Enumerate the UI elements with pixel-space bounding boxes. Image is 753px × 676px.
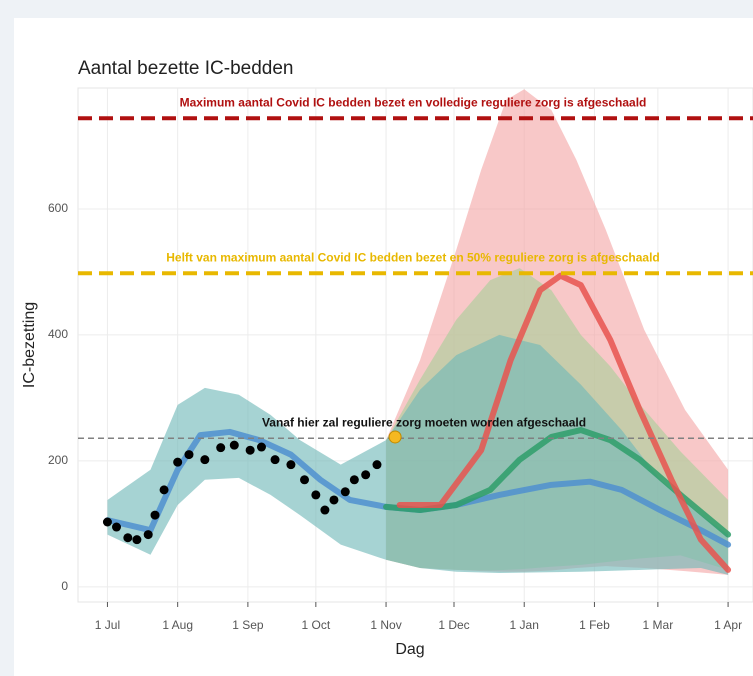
x-tick-label: 1 Oct <box>301 618 330 632</box>
observed-point <box>132 535 142 545</box>
observed-point <box>372 460 382 470</box>
observed-point <box>150 510 160 520</box>
x-tick-label: 1 Aug <box>162 618 193 632</box>
x-axis-label: Dag <box>395 641 424 658</box>
y-tick-label: 0 <box>61 579 68 593</box>
x-tick-label: 1 Dec <box>438 618 469 632</box>
observed-point <box>349 475 359 485</box>
y-tick-label: 200 <box>48 453 68 467</box>
observed-point <box>329 495 339 505</box>
series-line <box>383 427 732 538</box>
observed-point <box>173 457 183 467</box>
marker-dot <box>388 430 402 444</box>
observed-point <box>229 440 239 450</box>
observed-point <box>245 445 255 455</box>
observed-point <box>361 470 371 480</box>
y-tick-label: 600 <box>48 201 68 215</box>
reference-label: Vanaf hier zal reguliere zorg moeten wor… <box>262 415 586 429</box>
observed-point <box>320 505 330 515</box>
y-tick-label: 400 <box>48 327 68 341</box>
observed-point <box>216 443 226 453</box>
x-tick-label: 1 Sep <box>232 618 264 632</box>
observed-point <box>340 487 350 497</box>
reference-label: Helft van maximum aantal Covid IC bedden… <box>166 250 659 264</box>
x-tick-label: 1 Jul <box>95 618 120 632</box>
band <box>107 334 729 575</box>
observed-point <box>112 522 122 532</box>
observed-point <box>256 442 266 452</box>
observed-point <box>184 450 194 460</box>
reference-label: Maximum aantal Covid IC bedden bezet en … <box>180 95 647 109</box>
chart-title: Aantal bezette IC-bedden <box>78 58 294 79</box>
x-tick-label: 1 Mar <box>643 618 674 632</box>
x-tick-label: 1 Feb <box>579 618 610 632</box>
x-tick-label: 1 Nov <box>370 618 401 632</box>
observed-point <box>123 533 133 543</box>
observed-point <box>300 475 310 485</box>
observed-point <box>159 485 169 495</box>
observed-point <box>102 517 112 527</box>
observed-point <box>270 455 280 465</box>
observed-point <box>286 460 296 470</box>
observed-point <box>311 490 321 500</box>
x-tick-label: 1 Jan <box>510 618 539 632</box>
observed-point <box>143 530 153 540</box>
observed-point <box>200 455 210 465</box>
x-tick-label: 1 Apr <box>714 618 742 632</box>
series-line <box>396 272 732 573</box>
y-axis-label: IC-bezetting <box>21 302 38 388</box>
